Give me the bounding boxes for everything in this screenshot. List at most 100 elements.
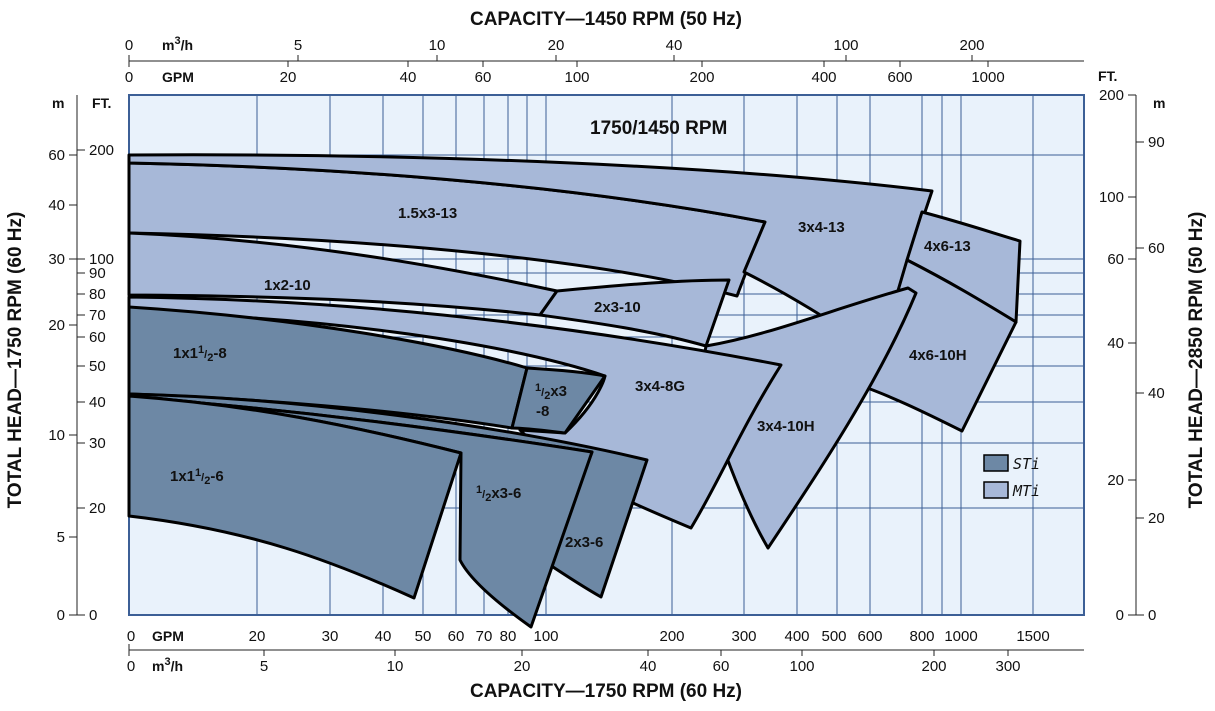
label-3x4-13: 3x4-13 bbox=[798, 219, 845, 236]
tick-label-66: 0 bbox=[57, 607, 65, 624]
tick-label-46: 600 bbox=[857, 628, 882, 645]
tick-label-44: 400 bbox=[784, 628, 809, 645]
tick-label-45: 500 bbox=[821, 628, 846, 645]
tick-label-58: 200 bbox=[921, 658, 946, 675]
tick-label-88: 0 bbox=[1148, 607, 1156, 624]
tick-label-14: 0 bbox=[125, 37, 133, 54]
tick-label-43: 300 bbox=[731, 628, 756, 645]
tick-label-26: 60 bbox=[475, 69, 492, 86]
tick-label-87: 20 bbox=[1148, 510, 1165, 527]
tick-label-68: 100 bbox=[89, 251, 114, 268]
tick-label-59: 300 bbox=[995, 658, 1020, 675]
curve-1x1-half-6 bbox=[127, 394, 463, 600]
top-m3h-labels: 0 m3/h 5 10 20 40 100 200 bbox=[125, 35, 985, 54]
curve-3x4-10H bbox=[698, 286, 918, 550]
right-ft-labels: 200 100 60 40 20 0 bbox=[1099, 87, 1124, 624]
left-axis-ticks bbox=[69, 149, 85, 616]
top-axis-ticks bbox=[128, 55, 989, 67]
tick-label-56: 60 bbox=[713, 658, 730, 675]
tick-label-78: 200 bbox=[1099, 87, 1124, 104]
tick-label-52: 5 bbox=[260, 658, 268, 675]
top-gpm-labels: 0 GPM 20 40 60 100 200 400 600 1000 bbox=[125, 69, 1005, 86]
tick-label-82: 20 bbox=[1107, 472, 1124, 489]
right-axis-ticks bbox=[1128, 94, 1144, 616]
top-axis-title: CAPACITY—1450 RPM (50 Hz) bbox=[470, 9, 742, 30]
tick-label-86: 40 bbox=[1148, 385, 1165, 402]
tick-label-30: 600 bbox=[887, 69, 912, 86]
tick-label-69: 90 bbox=[89, 265, 106, 282]
tick-label-29: 400 bbox=[811, 69, 836, 86]
label-1x1-half-8: 1x11/2-8 bbox=[173, 344, 227, 364]
tick-label-22: 0 bbox=[125, 69, 133, 86]
tick-label-32: 0 bbox=[127, 628, 135, 645]
tick-label-16: 5 bbox=[294, 37, 302, 54]
legend-swatch-mti bbox=[983, 481, 1009, 499]
tick-label-19: 40 bbox=[666, 37, 683, 54]
label-1-half-x3-8-line2: -8 bbox=[536, 403, 549, 420]
legend-label-sti: STi bbox=[1013, 455, 1040, 473]
tick-label-31: 1000 bbox=[971, 69, 1004, 86]
label-1-half-x3-8: 1/2x3 bbox=[535, 382, 567, 402]
tick-label-60: 60 bbox=[48, 147, 65, 164]
tick-label-40: 80 bbox=[500, 628, 517, 645]
tick-label-34: 20 bbox=[249, 628, 266, 645]
tick-label-57: 100 bbox=[789, 658, 814, 675]
tick-label-42: 200 bbox=[659, 628, 684, 645]
tick-label-38: 60 bbox=[448, 628, 465, 645]
tick-label-27: 100 bbox=[564, 69, 589, 86]
tick-label-62: 30 bbox=[48, 251, 65, 268]
tick-label-36: 40 bbox=[375, 628, 392, 645]
bottom-gpm-unit: GPM bbox=[152, 628, 184, 644]
tick-label-74: 40 bbox=[89, 394, 106, 411]
tick-label-71: 70 bbox=[89, 307, 106, 324]
tick-label-37: 50 bbox=[415, 628, 432, 645]
label-4x6-10H: 4x6-10H bbox=[909, 347, 967, 364]
right-axis-title: TOTAL HEAD—2850 RPM (50 Hz) bbox=[1186, 212, 1207, 509]
tick-label-48: 1000 bbox=[944, 628, 977, 645]
tick-label-28: 200 bbox=[689, 69, 714, 86]
tick-label-63: 20 bbox=[48, 317, 65, 334]
label-1x2-10: 1x2-10 bbox=[264, 277, 311, 294]
label-2x3-6: 2x3-6 bbox=[565, 534, 603, 551]
label-1.5x3-13: 1.5x3-13 bbox=[398, 205, 457, 222]
left-m-unit: m bbox=[52, 95, 64, 111]
tick-label-73: 50 bbox=[89, 358, 106, 375]
tick-label-83: 0 bbox=[1116, 607, 1124, 624]
tick-label-21: 200 bbox=[959, 37, 984, 54]
legend-label-mti: MTi bbox=[1012, 482, 1040, 500]
label-3x4-10H: 3x4-10H bbox=[757, 418, 815, 435]
tick-label-53: 10 bbox=[387, 658, 404, 675]
left-ft-unit: FT. bbox=[92, 95, 111, 111]
curve-labels: 1.5x3-13 3x4-13 4x6-13 1x2-10 2x3-10 4x6… bbox=[170, 205, 971, 551]
tick-label-72: 60 bbox=[89, 329, 106, 346]
curve-1-half-x3-8 bbox=[510, 366, 607, 435]
tick-label-50: 0 bbox=[127, 658, 135, 675]
tick-label-35: 30 bbox=[322, 628, 339, 645]
label-4x6-13: 4x6-13 bbox=[924, 238, 971, 255]
top-m3h-unit: m3/h bbox=[162, 35, 193, 53]
left-m-labels: 60 40 30 20 10 5 0 bbox=[48, 147, 65, 624]
tick-label-17: 10 bbox=[429, 37, 446, 54]
tick-label-61: 40 bbox=[48, 197, 65, 214]
tick-label-75: 30 bbox=[89, 435, 106, 452]
tick-label-77: 0 bbox=[89, 607, 97, 624]
left-ft-labels: 200 100 90 80 70 60 50 40 30 20 0 bbox=[89, 142, 114, 624]
bottom-gpm-labels: 0 GPM 20 30 40 50 60 70 80 100 200 300 4… bbox=[127, 628, 1050, 645]
top-gpm-unit: GPM bbox=[162, 69, 194, 85]
right-ft-unit: FT. bbox=[1098, 68, 1117, 84]
tick-label-20: 100 bbox=[833, 37, 858, 54]
right-m-labels: 90 60 40 20 0 bbox=[1148, 134, 1165, 624]
tick-label-24: 20 bbox=[280, 69, 297, 86]
tick-label-76: 20 bbox=[89, 500, 106, 517]
sti-curves bbox=[127, 305, 649, 629]
tick-label-67: 200 bbox=[89, 142, 114, 159]
chart-title: 1750/1450 RPM bbox=[590, 118, 727, 139]
tick-label-41: 100 bbox=[533, 628, 558, 645]
tick-label-84: 90 bbox=[1148, 134, 1165, 151]
tick-label-85: 60 bbox=[1148, 240, 1165, 257]
label-2x3-10: 2x3-10 bbox=[594, 299, 641, 316]
bottom-m3h-unit: m3/h bbox=[152, 656, 183, 674]
tick-label-47: 800 bbox=[909, 628, 934, 645]
label-3x4-8G: 3x4-8G bbox=[635, 378, 685, 395]
